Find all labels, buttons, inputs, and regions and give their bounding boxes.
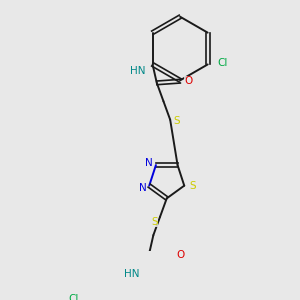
Text: S: S [152,217,158,227]
Text: N: N [139,183,146,193]
Text: O: O [184,76,193,86]
Text: Cl: Cl [218,58,228,68]
Text: HN: HN [130,66,145,76]
Text: S: S [173,116,180,126]
Text: N: N [145,158,153,168]
Text: O: O [177,250,185,260]
Text: Cl: Cl [68,294,78,300]
Text: HN: HN [124,269,139,279]
Text: S: S [189,181,196,191]
